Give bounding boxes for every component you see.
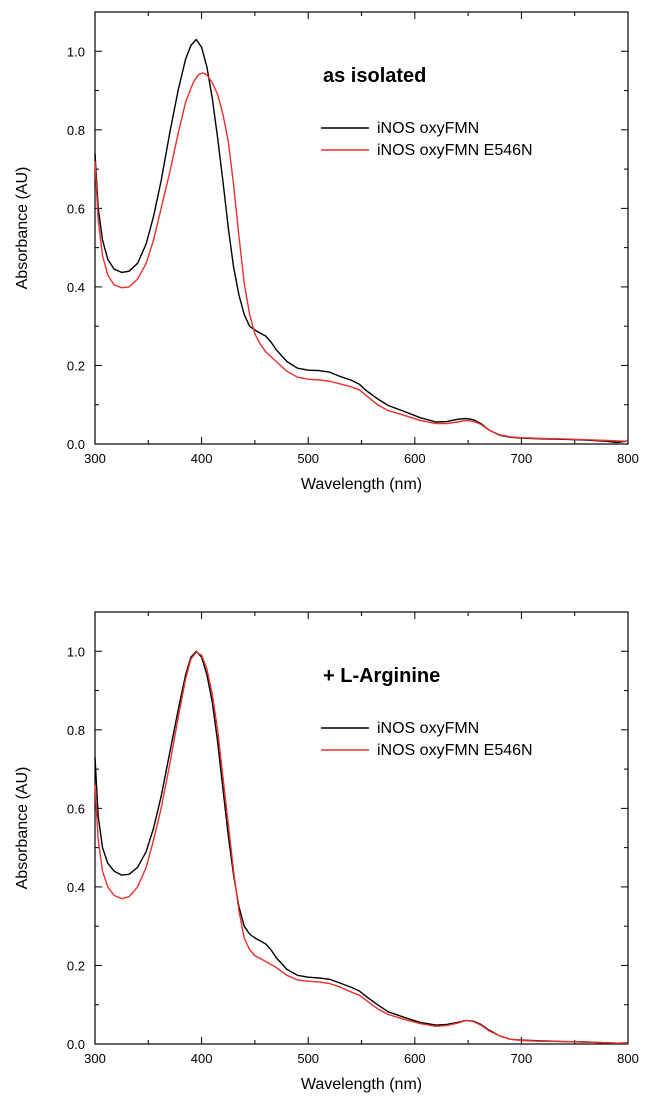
x-tick-label: 300 <box>84 451 106 466</box>
series-line-e546n <box>94 651 628 1044</box>
y-tick-label: 0.8 <box>67 723 85 738</box>
y-tick-label: 0.6 <box>67 801 85 816</box>
y-tick-label: 1.0 <box>67 44 85 59</box>
chart-panel-2: 300 400 500 600 700 800 0.0 0.2 0.4 0.6 0.8 1.0 Wave… <box>14 611 639 1093</box>
series-line-wild-type <box>94 650 629 1044</box>
x-tick-label: 300 <box>84 1051 106 1066</box>
y-tick-label: 0.8 <box>67 123 85 138</box>
y-axis-label: Absorbance (AU) <box>14 767 31 890</box>
legend-label: iNOS oxyFMN <box>377 720 479 737</box>
series-line-e546n <box>94 72 629 442</box>
x-tick-label: 600 <box>404 1051 426 1066</box>
series-line-wild-type <box>94 38 629 444</box>
y-tick-label: 1.0 <box>67 644 85 659</box>
legend-label: iNOS oxyFMN <box>377 120 479 137</box>
y-tick-label: 0.6 <box>67 201 85 216</box>
x-tick-label: 800 <box>617 451 639 466</box>
x-tick-label: 400 <box>191 1051 213 1066</box>
x-tick-label: 500 <box>297 1051 319 1066</box>
y-axis-label: Absorbance (AU) <box>14 167 31 290</box>
x-tick-label: 500 <box>297 451 319 466</box>
x-tick-label: 800 <box>617 1051 639 1066</box>
y-tick-label: 0.0 <box>67 437 85 452</box>
panel-annotation: + L-Arginine <box>323 665 440 687</box>
y-tick-label: 0.4 <box>67 280 85 295</box>
x-axis-label: Wavelength (nm) <box>301 476 422 493</box>
x-tick-label: 600 <box>404 451 426 466</box>
y-tick-label: 0.2 <box>67 358 85 373</box>
y-tick-label: 0.2 <box>67 958 85 973</box>
y-tick-label: 0.4 <box>67 880 85 895</box>
x-axis-label: Wavelength (nm) <box>301 1076 422 1093</box>
legend-label: iNOS oxyFMN E546N <box>377 142 533 159</box>
x-tick-label: 700 <box>511 451 533 466</box>
legend-label: iNOS oxyFMN E546N <box>377 742 533 759</box>
panel-annotation: as isolated <box>323 65 426 87</box>
chart-panel-1: 300 400 500 600 700 800 0.0 0.2 0.4 0.6 0.8 1.0 Wave… <box>14 11 639 493</box>
x-tick-label: 700 <box>511 1051 533 1066</box>
y-tick-label: 0.0 <box>67 1037 85 1052</box>
x-tick-label: 400 <box>191 451 213 466</box>
